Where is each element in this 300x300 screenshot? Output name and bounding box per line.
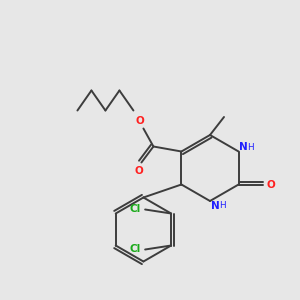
Text: N: N xyxy=(211,201,219,211)
Text: O: O xyxy=(266,179,275,190)
Text: O: O xyxy=(135,116,144,127)
Text: N: N xyxy=(239,142,248,152)
Text: O: O xyxy=(134,166,143,176)
Text: H: H xyxy=(219,202,225,211)
Text: H: H xyxy=(247,143,254,152)
Text: Cl: Cl xyxy=(130,244,141,254)
Text: Cl: Cl xyxy=(130,205,141,214)
